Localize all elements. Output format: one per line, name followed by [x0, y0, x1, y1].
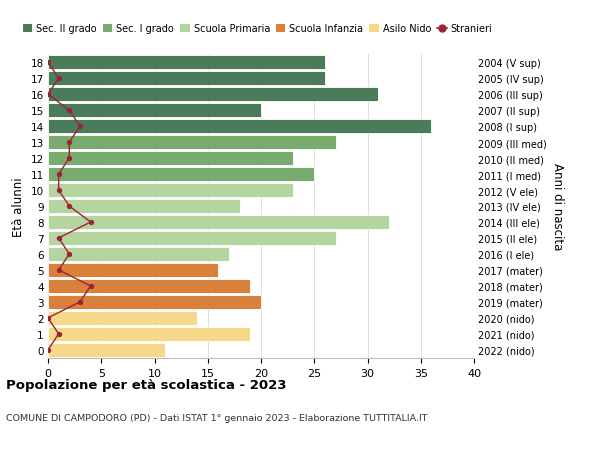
Point	[75, 123, 85, 130]
Bar	[48, 200, 240, 213]
Point	[54, 187, 64, 194]
Point	[86, 219, 95, 226]
Bar	[48, 56, 325, 70]
Point	[86, 283, 95, 290]
Bar	[48, 184, 293, 197]
Point	[54, 75, 64, 83]
Bar	[48, 120, 431, 134]
Bar	[48, 280, 250, 293]
Point	[54, 267, 64, 274]
Bar	[48, 311, 197, 325]
Bar	[48, 104, 261, 118]
Text: Popolazione per età scolastica - 2023: Popolazione per età scolastica - 2023	[6, 379, 287, 392]
Point	[43, 91, 53, 99]
Point	[65, 203, 74, 210]
Point	[65, 139, 74, 146]
Legend: Sec. II grado, Sec. I grado, Scuola Primaria, Scuola Infanzia, Asilo Nido, Stran: Sec. II grado, Sec. I grado, Scuola Prim…	[19, 21, 496, 38]
Bar	[48, 88, 378, 102]
Bar	[48, 72, 325, 86]
Point	[65, 251, 74, 258]
Point	[54, 330, 64, 338]
Bar	[48, 152, 293, 166]
Point	[43, 314, 53, 322]
Bar	[48, 168, 314, 181]
Bar	[48, 263, 218, 277]
Y-axis label: Anni di nascita: Anni di nascita	[551, 163, 563, 250]
Point	[65, 107, 74, 115]
Bar	[48, 216, 389, 229]
Point	[75, 298, 85, 306]
Point	[43, 347, 53, 354]
Point	[43, 59, 53, 67]
Y-axis label: Età alunni: Età alunni	[12, 177, 25, 236]
Point	[54, 171, 64, 179]
Point	[65, 155, 74, 162]
Bar	[48, 343, 165, 357]
Bar	[48, 327, 250, 341]
Bar	[48, 247, 229, 261]
Text: COMUNE DI CAMPODORO (PD) - Dati ISTAT 1° gennaio 2023 - Elaborazione TUTTITALIA.: COMUNE DI CAMPODORO (PD) - Dati ISTAT 1°…	[6, 413, 427, 422]
Point	[54, 235, 64, 242]
Bar	[48, 232, 335, 245]
Bar	[48, 296, 261, 309]
Bar	[48, 136, 335, 150]
